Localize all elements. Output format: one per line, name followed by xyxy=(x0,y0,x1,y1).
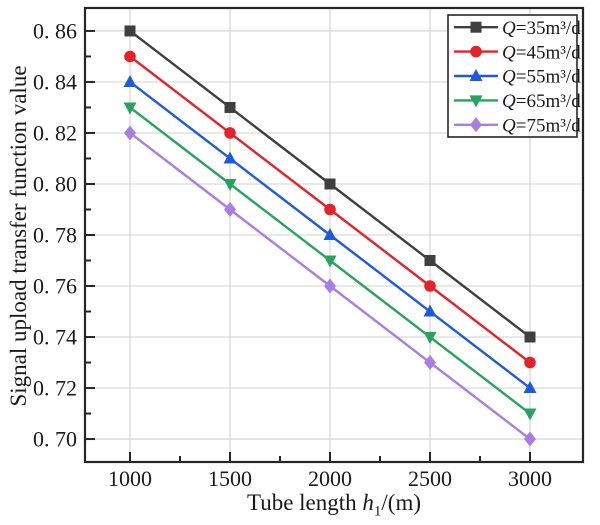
x-axis-title-variable: h xyxy=(362,490,374,515)
series-marker-triangle-up xyxy=(469,69,483,81)
series-marker-square xyxy=(224,101,236,113)
series-marker-diamond xyxy=(124,125,136,141)
y-tick-label: 0. 80 xyxy=(33,172,77,197)
legend-label: Q=75m³/d xyxy=(502,115,581,136)
series-marker-triangle-up xyxy=(323,228,337,240)
series-marker-triangle-down xyxy=(323,255,337,268)
series-marker-triangle-up xyxy=(223,151,237,164)
legend-label: Q=35m³/d xyxy=(502,18,581,39)
y-tick-label: 0. 74 xyxy=(33,325,77,350)
x-tick-label: 3000 xyxy=(508,466,552,491)
series-marker-circle xyxy=(124,50,136,63)
y-tick-label: 0. 76 xyxy=(33,274,77,299)
y-tick-label: 0. 84 xyxy=(33,70,77,95)
y-tick-label: 0. 82 xyxy=(33,121,77,146)
series-marker-circle xyxy=(324,203,336,216)
series-marker-square xyxy=(470,21,482,33)
series-marker-diamond xyxy=(470,117,482,133)
y-axis-title: Signal upload transfer function value xyxy=(6,65,31,407)
legend-label: Q=65m³/d xyxy=(502,91,581,112)
legend-label: Q=55m³/d xyxy=(502,67,581,88)
series-marker-square xyxy=(524,331,536,343)
plot-frame xyxy=(83,6,585,464)
y-tick-label: 0. 70 xyxy=(33,427,77,452)
series-marker-triangle-down xyxy=(423,332,437,345)
y-tick-label: 0. 86 xyxy=(33,19,77,44)
series-marker-triangle-up xyxy=(123,74,137,87)
series-marker-triangle-down xyxy=(469,95,483,108)
x-axis-title-subscript: 1 xyxy=(373,503,382,520)
y-tick-label: 0. 72 xyxy=(33,376,77,401)
legend-label: Q=45m³/d xyxy=(502,42,581,63)
x-axis-title-suffix: /(m) xyxy=(381,490,422,515)
series-marker-triangle-up xyxy=(423,304,437,317)
series-marker-diamond xyxy=(424,355,436,371)
series-marker-circle xyxy=(424,280,436,292)
series-marker-square xyxy=(424,255,436,267)
series-marker-diamond xyxy=(324,278,336,294)
series-marker-square xyxy=(324,178,336,190)
series-marker-triangle-down xyxy=(223,178,237,191)
x-axis-title: Tube length h1/(m) xyxy=(85,490,583,521)
x-tick-label: 2000 xyxy=(308,466,352,491)
series-marker-triangle-down xyxy=(523,408,537,421)
y-tick-label: 0. 78 xyxy=(33,223,77,248)
series-marker-triangle-up xyxy=(523,381,537,394)
series-marker-diamond xyxy=(524,431,536,447)
series-marker-square xyxy=(124,25,136,37)
series-marker-triangle-down xyxy=(123,102,137,115)
x-tick-label: 1500 xyxy=(208,466,252,491)
series-marker-circle xyxy=(224,127,236,139)
series-marker-circle xyxy=(524,356,536,369)
x-axis-title-prefix: Tube length xyxy=(246,490,363,515)
series-marker-diamond xyxy=(224,201,236,217)
series-marker-circle xyxy=(470,45,482,58)
x-tick-label: 1000 xyxy=(108,466,152,491)
x-tick-label: 2500 xyxy=(408,466,452,491)
